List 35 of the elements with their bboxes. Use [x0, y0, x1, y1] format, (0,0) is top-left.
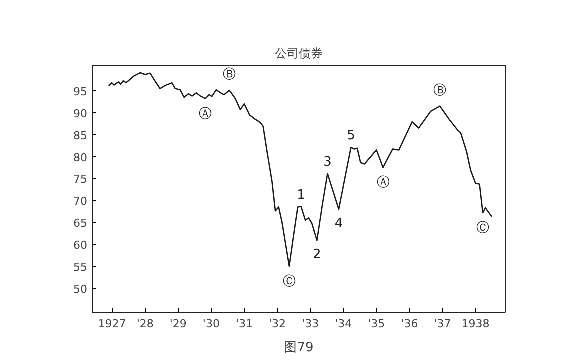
x-tick-label: '31: [236, 318, 254, 330]
y-tick-label: 95: [74, 85, 88, 98]
y-tick-label: 50: [74, 282, 88, 296]
y-tick-label: 85: [74, 129, 88, 142]
y-tick-label: 60: [74, 239, 88, 252]
x-tick-label: '35: [368, 318, 386, 330]
annotation: 3: [324, 154, 332, 170]
y-tick-label: 55: [74, 260, 88, 274]
annotation: Ⓑ: [434, 83, 447, 98]
y-tick-label: 80: [74, 151, 88, 164]
x-tick-label: '33: [302, 318, 320, 330]
y-tick-label: 90: [74, 107, 88, 120]
x-tick-label: 1938: [462, 318, 490, 330]
annotation: 1: [297, 188, 306, 203]
x-tick-label: '36: [401, 318, 418, 330]
y-tick-label: 75: [74, 173, 88, 186]
chart-title: 公司债券: [275, 46, 323, 60]
x-tick-label: 1927: [98, 318, 126, 330]
y-tick-label: 65: [74, 217, 88, 230]
x-tick-label: '34: [335, 318, 352, 330]
caption: 图79: [284, 340, 314, 356]
x-tick-label: '28: [136, 318, 154, 330]
y-tick-label: 70: [74, 195, 88, 208]
annotation: 5: [347, 128, 356, 144]
annotation: Ⓒ: [282, 274, 296, 290]
annotation: Ⓐ: [198, 106, 212, 122]
annotation: Ⓑ: [223, 68, 236, 83]
annotation: 2: [313, 248, 322, 263]
x-tick-label: '32: [269, 318, 286, 330]
annotation: Ⓒ: [476, 220, 490, 236]
annotation: 4: [334, 216, 344, 232]
x-tick-label: '37: [434, 318, 452, 330]
x-tick-label: '30: [202, 318, 220, 330]
x-tick-label: '29: [170, 318, 187, 330]
annotation: Ⓐ: [376, 176, 390, 191]
